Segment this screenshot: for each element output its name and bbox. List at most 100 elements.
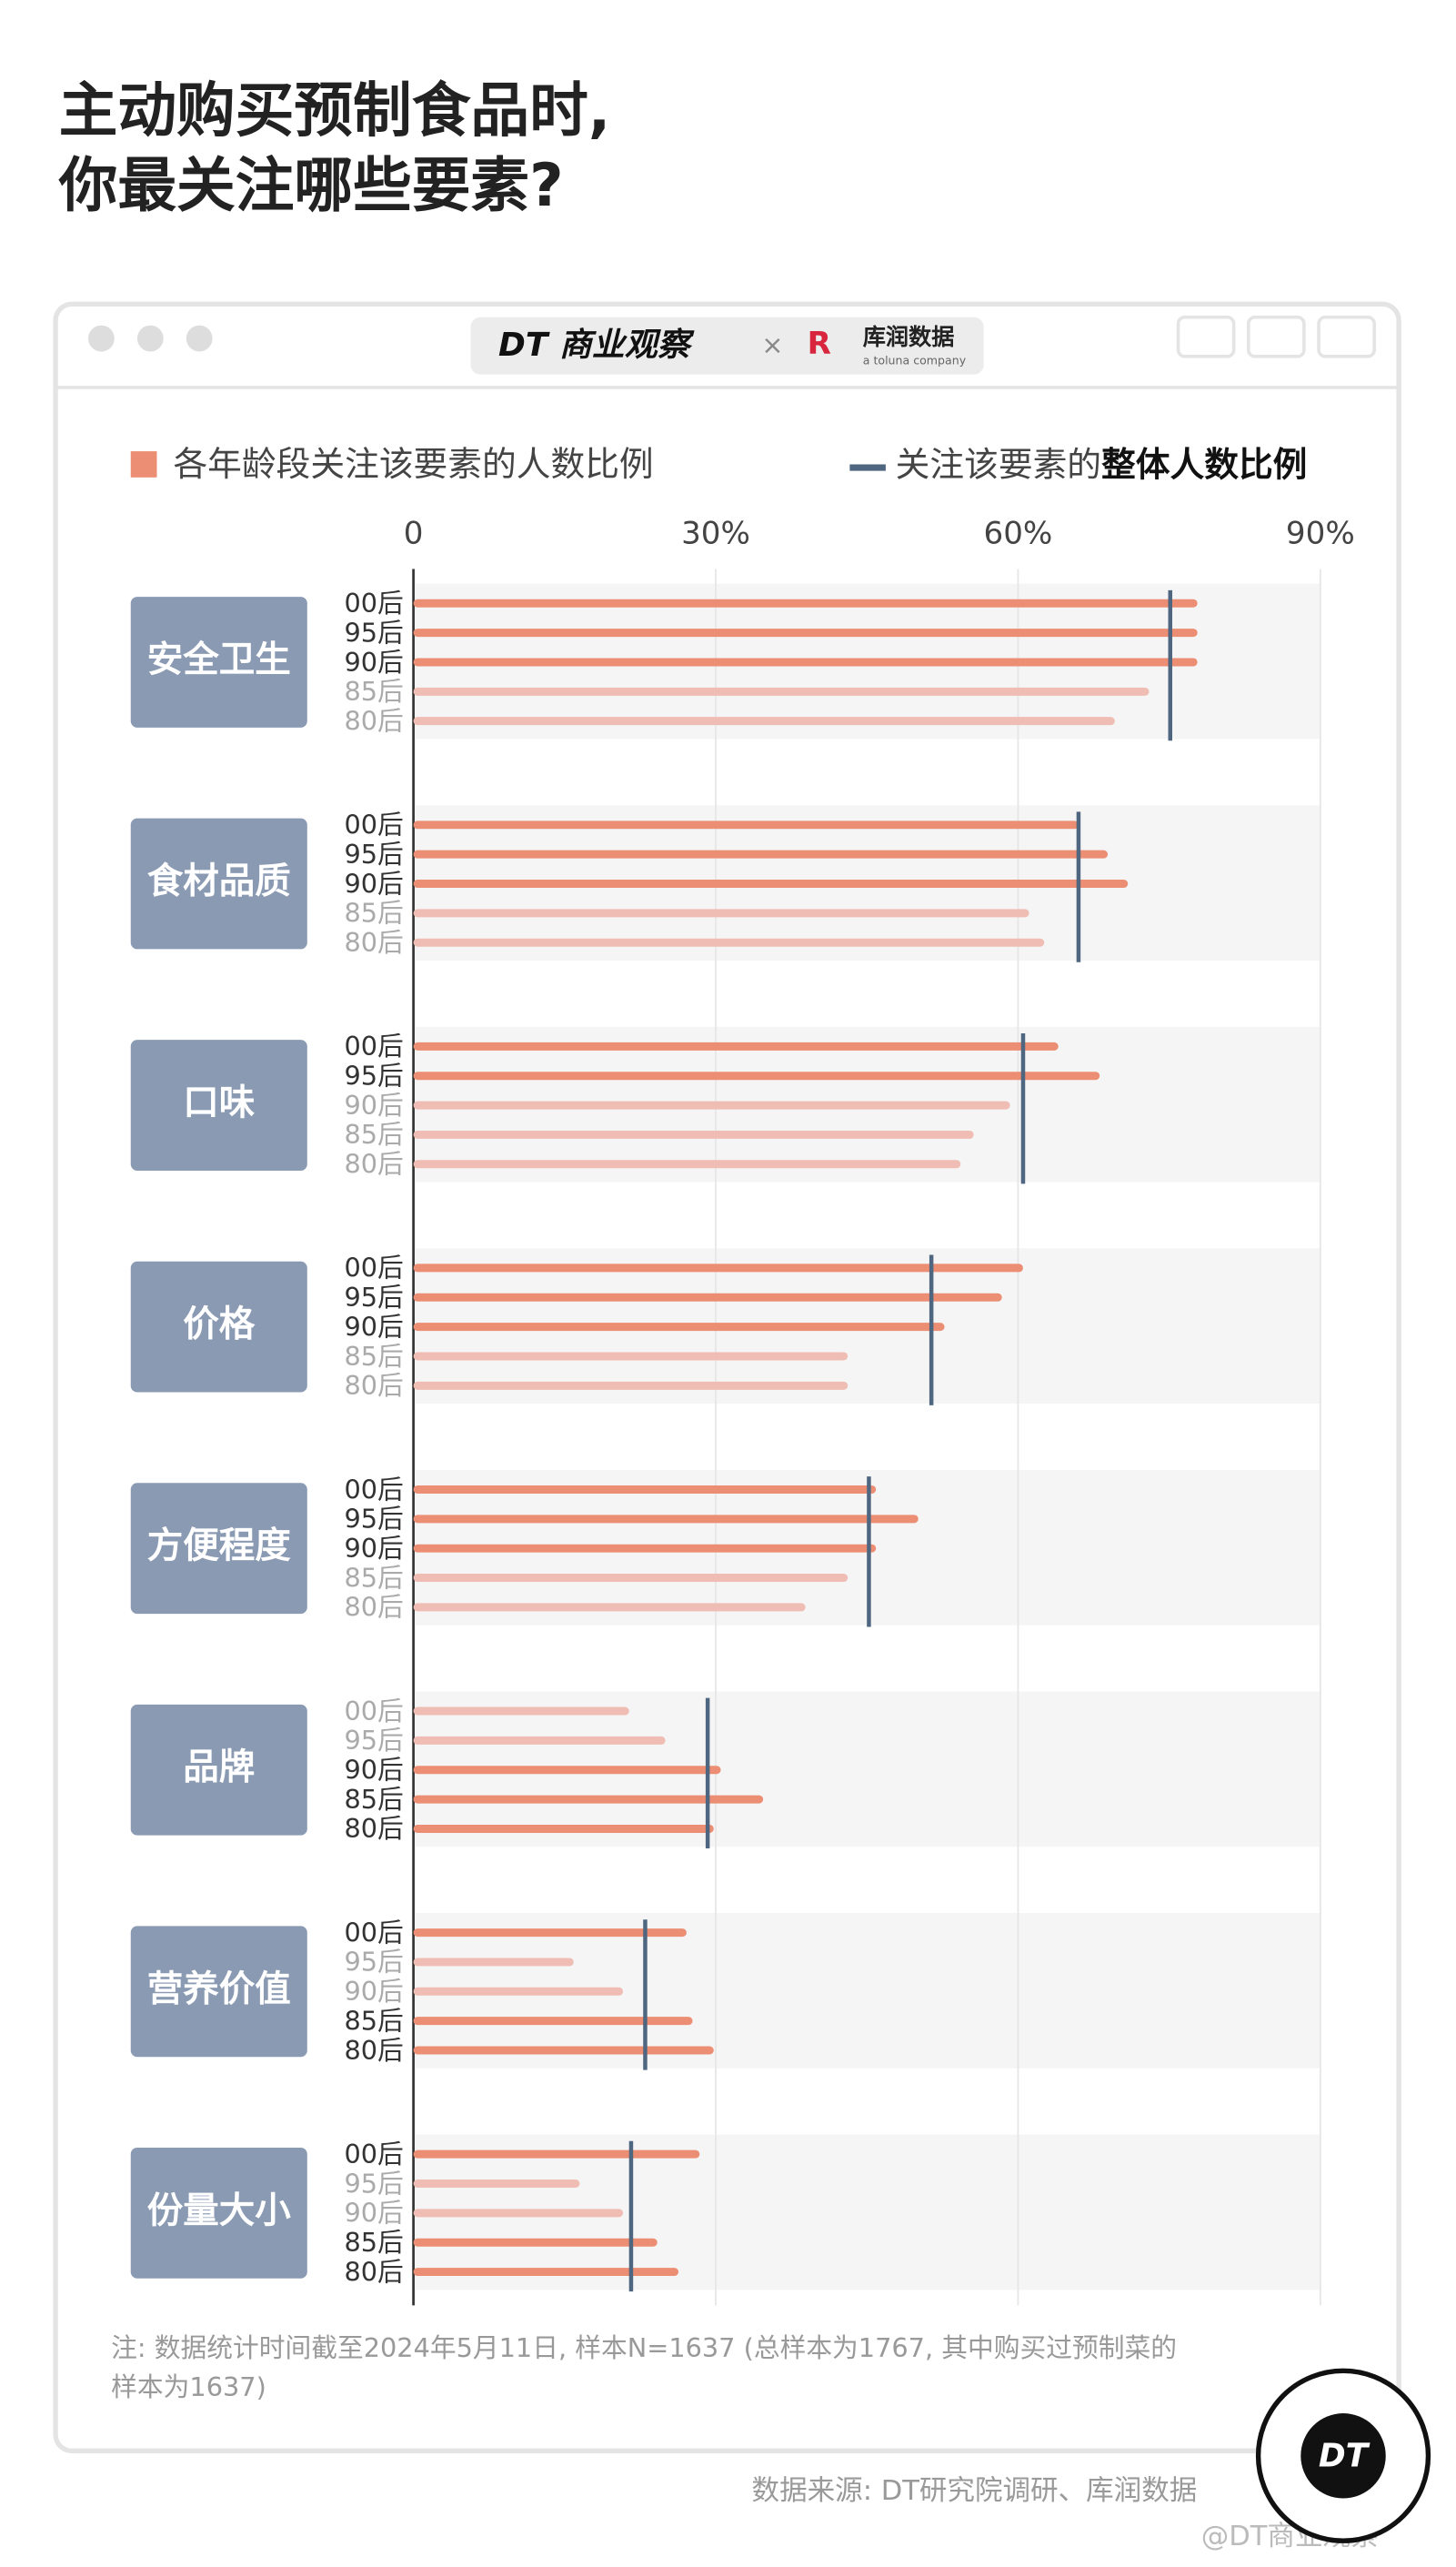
bar [413,1544,877,1553]
bar [413,1101,1010,1110]
age-label: 00后 [344,588,403,619]
age-label: 80后 [344,2256,403,2287]
age-label: 80后 [344,2035,403,2066]
partner-mark: R [808,326,831,362]
age-label: 80后 [344,1370,403,1401]
age-label: 95后 [344,1061,403,1092]
bar [413,1042,1059,1051]
bar [413,909,1029,918]
bar [413,599,1198,608]
bar [413,2209,624,2218]
age-label: 90后 [344,1533,403,1564]
bar [413,1323,945,1332]
age-label: 90后 [344,868,403,899]
age-label: 90后 [344,1311,403,1342]
category-label: 口味 [183,1082,256,1124]
header-partner-sub: a toluna company [863,354,967,367]
age-label: 85后 [344,2227,403,2258]
bar [413,2238,658,2247]
age-label: 80后 [344,705,403,736]
age-label: 00后 [344,2139,403,2169]
category-label: 营养价值 [147,1968,291,2010]
window-dot [88,325,115,352]
bar [413,1795,764,1804]
bar [413,1603,806,1612]
age-label: 85后 [344,2005,403,2036]
category-label: 方便程度 [147,1525,292,1567]
window-dot [136,325,164,352]
bar [413,717,1115,726]
bar [413,687,1150,696]
age-label: 80后 [344,1592,403,1623]
category-box [130,818,307,950]
age-label: 90后 [344,1755,403,1786]
age-label: 85后 [344,1562,403,1593]
bar [413,1736,666,1745]
bar [413,658,1198,667]
plot: 0 30% 60% 90%安全卫生00后95后90后85后80后食材品质00后95后9… [130,515,1355,2306]
window-button [1247,315,1306,358]
age-label: 80后 [344,1149,403,1180]
category-label: 份量大小 [147,2190,292,2231]
age-label: 00后 [344,1031,403,1062]
header-times: × [761,329,783,360]
age-label: 95后 [344,617,403,648]
bar [413,2017,693,2026]
bar [413,1381,848,1390]
age-label: 90后 [344,1090,403,1121]
age-label: 90后 [344,2198,403,2229]
title-line: 你最关注哪些要素? [58,152,564,220]
category-box [130,1483,307,1615]
bar [413,1352,848,1361]
legend-line: 关注该要素的整体人数比例 [896,444,1308,484]
category-label: 食材品质 [147,861,291,902]
bar [413,850,1109,859]
source: 数据来源: DT研究院调研、库润数据 [752,2475,1198,2507]
age-label: 95后 [344,1725,403,1756]
bar [413,2046,714,2055]
window-dot [186,325,213,352]
category-box [130,1040,307,1171]
x-tick-label: 0 [404,515,424,551]
x-tick-label: 30% [681,515,750,551]
age-label: 95后 [344,1282,403,1313]
bar [413,880,1129,889]
age-label: 85后 [344,1784,403,1815]
age-label: 00后 [344,1253,403,1284]
bar [413,1263,1023,1273]
title-line: 主动购买预制食品时, [59,76,611,145]
category-label: 安全卫生 [147,639,291,680]
bar [413,820,1079,830]
age-label: 80后 [344,927,403,958]
legend-line-bold: 整体人数比例 [1101,444,1307,484]
category-box [130,1261,307,1393]
x-tick-label: 90% [1286,515,1355,551]
bar [413,1928,687,1938]
legend-bar: 各年龄段关注该要素的人数比例 [173,444,653,484]
category-box [130,2147,307,2279]
bar [413,1130,974,1139]
age-label: 95后 [344,1504,403,1535]
age-label: 00后 [344,810,403,841]
x-tick-label: 60% [984,515,1053,551]
age-label: 95后 [344,1947,403,1978]
legend-swatch-bar [130,451,157,478]
bar [413,1515,919,1524]
age-label: 90后 [344,1976,403,2007]
badge-text: DT [1319,2438,1371,2475]
window-button [1317,315,1376,358]
bar [413,1160,961,1169]
bar [413,2268,679,2277]
note-line: 注: 数据统计时间截至2024年5月11日, 样本N=1637 (总样本为176… [111,2332,1177,2363]
header-pill [470,317,984,375]
age-label: 80后 [344,1813,403,1844]
category-box [130,1704,307,1836]
age-label: 85后 [344,676,403,707]
age-label: 95后 [344,839,403,870]
age-label: 00后 [344,1474,403,1505]
badge [1300,2413,1386,2499]
category-box [130,1926,307,2058]
age-label: 00后 [344,1917,403,1948]
bar [413,1706,629,1716]
bar [413,938,1045,947]
